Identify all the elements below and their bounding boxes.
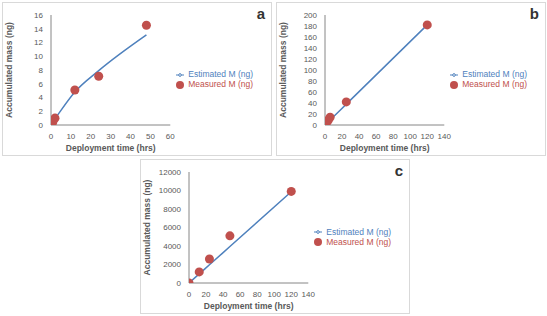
svg-text:0: 0	[39, 121, 44, 130]
svg-text:50: 50	[146, 132, 155, 141]
svg-text:Accumulated mass (ng): Accumulated mass (ng)	[142, 179, 152, 275]
svg-text:40: 40	[308, 99, 317, 108]
svg-text:20: 20	[86, 132, 95, 141]
html-text:b: b	[529, 5, 539, 22]
svg-text:0: 0	[177, 279, 182, 288]
svg-text:10: 10	[34, 52, 43, 61]
svg-text:120: 120	[304, 55, 318, 64]
svg-text:60: 60	[308, 88, 317, 97]
svg-text:100: 100	[304, 66, 318, 75]
svg-text:60: 60	[166, 132, 175, 141]
svg-text:60: 60	[372, 132, 381, 141]
svg-text:Deployment time (hrs): Deployment time (hrs)	[66, 143, 156, 153]
html-text:Measured M (ng): Measured M (ng)	[462, 79, 527, 89]
svg-text:100: 100	[268, 290, 282, 299]
svg-text:80: 80	[389, 132, 398, 141]
svg-text:0: 0	[49, 132, 54, 141]
svg-text:40: 40	[219, 290, 228, 299]
svg-text:80: 80	[308, 77, 317, 86]
svg-text:Deployment time (hrs): Deployment time (hrs)	[340, 143, 430, 153]
svg-text:Accumulated mass (ng): Accumulated mass (ng)	[8, 22, 14, 118]
svg-text:4000: 4000	[163, 242, 181, 251]
svg-text:10000: 10000	[159, 186, 182, 195]
svg-text:20: 20	[202, 290, 211, 299]
html-text:Measured M (ng): Measured M (ng)	[326, 236, 391, 247]
svg-text:80: 80	[253, 290, 262, 299]
svg-text:60: 60	[236, 290, 245, 299]
svg-text:14: 14	[34, 25, 43, 34]
svg-text:0: 0	[323, 132, 328, 141]
svg-text:140: 140	[438, 132, 452, 141]
svg-text:Deployment time (hrs): Deployment time (hrs)	[204, 301, 294, 311]
svg-text:Accumulated mass (ng): Accumulated mass (ng)	[278, 22, 288, 118]
svg-text:40: 40	[355, 132, 364, 141]
html-text:Estimated M (ng): Estimated M (ng)	[326, 226, 391, 237]
svg-text:2000: 2000	[163, 260, 181, 269]
svg-text:200: 200	[304, 11, 318, 20]
svg-text:16: 16	[34, 11, 43, 20]
svg-text:140: 140	[302, 290, 316, 299]
html-text:a: a	[256, 5, 265, 22]
svg-text:0: 0	[313, 121, 318, 130]
svg-text:180: 180	[304, 22, 318, 31]
html-text:Estimated M (ng): Estimated M (ng)	[188, 69, 253, 79]
svg-text:12: 12	[34, 38, 43, 47]
svg-text:6: 6	[39, 80, 44, 89]
svg-text:120: 120	[421, 132, 435, 141]
svg-text:10: 10	[66, 132, 75, 141]
svg-text:6000: 6000	[163, 223, 181, 232]
svg-text:2: 2	[39, 107, 44, 116]
svg-text:20: 20	[338, 132, 347, 141]
html-text:c: c	[394, 162, 403, 179]
svg-text:8: 8	[39, 66, 44, 75]
svg-text:140: 140	[304, 44, 318, 53]
svg-text:20: 20	[308, 110, 317, 119]
svg-text:160: 160	[304, 33, 318, 42]
svg-text:12000: 12000	[159, 168, 182, 177]
svg-text:100: 100	[404, 132, 418, 141]
svg-text:120: 120	[285, 290, 299, 299]
html-text:Measured M (ng): Measured M (ng)	[188, 79, 253, 89]
svg-text:4: 4	[39, 93, 44, 102]
svg-text:0: 0	[187, 290, 192, 299]
svg-text:30: 30	[106, 132, 115, 141]
svg-text:40: 40	[126, 132, 135, 141]
svg-text:8000: 8000	[163, 205, 181, 214]
html-text:Estimated M (ng): Estimated M (ng)	[462, 69, 527, 79]
